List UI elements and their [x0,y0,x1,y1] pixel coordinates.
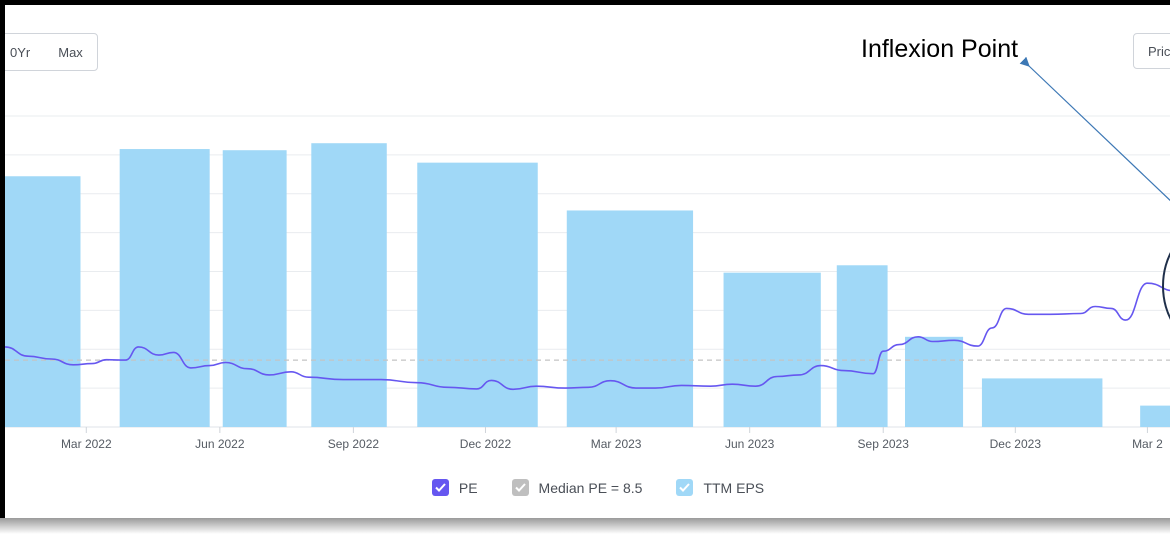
legend-item-median-pe[interactable]: Median PE = 8.5 [511,479,643,496]
checkbox-ttm-eps[interactable] [676,479,694,496]
eps-bar-8 [905,336,964,427]
legend-item-pe[interactable]: PE [431,479,478,496]
pe-eps-chart: Mar 2022 Jun 2022 Sep 2022 Dec 2022 Mar 2023… [5,56,1170,451]
x-tick-label-2: Sep 2022 [328,437,380,451]
eps-bar-5 [566,210,694,427]
x-axis-ticks: Mar 2022 Jun 2022 Sep 2022 Dec 2022 Mar 2023… [61,427,1163,451]
range-button-max[interactable]: Max [44,35,97,69]
eps-bar-9 [981,378,1103,427]
x-tick-label-7: Dec 2023 [990,437,1042,451]
x-tick-label-0: Mar 2022 [61,437,112,451]
checkbox-median-pe[interactable] [511,479,529,496]
legend-label-ttm-eps: TTM EPS [703,479,765,496]
x-tick-label-6: Sep 2023 [858,437,910,451]
annotation-marks [1019,56,1170,320]
pe-line [5,282,1170,391]
eps-bar-6 [723,272,821,427]
frame-shadow [0,518,1170,534]
eps-bar-1 [119,149,210,427]
x-tick-label-3: Dec 2022 [460,437,512,451]
eps-bar-2 [222,150,287,427]
legend-label-pe: PE [458,479,478,496]
checkbox-pe[interactable] [431,479,449,496]
inflexion-point-annotation: Inflexion Point [861,35,1019,63]
pe-line-layer [5,282,1170,391]
range-button-10yr[interactable]: 0Yr [5,35,44,69]
eps-bar-7 [836,265,888,427]
x-tick-label-1: Jun 2022 [195,437,245,451]
legend-label-median-pe: Median PE = 8.5 [538,479,643,496]
eps-bar-10 [1140,405,1170,427]
x-tick-label-5: Jun 2023 [725,437,775,451]
x-tick-label-8: Mar 2 [1132,437,1163,451]
eps-bar-0 [5,176,81,427]
price-button[interactable]: Pric [1133,33,1170,69]
inflexion-circle [1162,252,1170,320]
eps-bars [5,143,1170,427]
annotation-arrow [1019,56,1170,202]
chart-legend: PE Median PE = 8.5 TTM EPS [13,479,1170,496]
legend-item-ttm-eps[interactable]: TTM EPS [676,479,764,496]
time-range-selector: 0Yr Max [5,33,98,71]
eps-bar-3 [311,143,387,427]
eps-bar-4 [417,162,538,427]
x-tick-label-4: Mar 2023 [591,437,642,451]
